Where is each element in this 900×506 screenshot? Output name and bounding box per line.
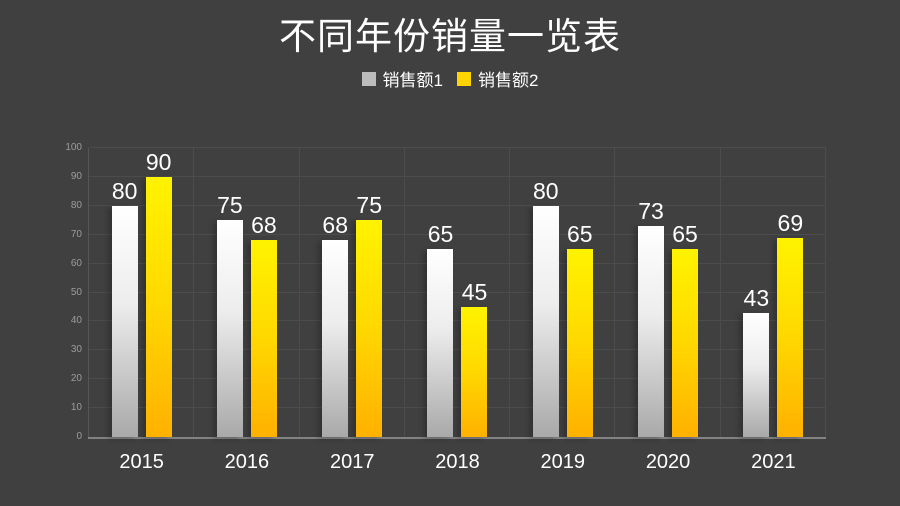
chart-title: 不同年份销量一览表 bbox=[279, 16, 621, 57]
horizontal-gridline bbox=[89, 262, 826, 264]
plot-area: 0 10 20 30 40 50 60 70 80 90 100 80 90 2015 75 68 2016 68… bbox=[65, 143, 826, 473]
legend-label-series1: 销售额1 bbox=[382, 71, 443, 90]
bar-value-label: 45 bbox=[461, 278, 488, 305]
bar-value-label: 43 bbox=[743, 284, 770, 311]
x-axis-label-2019: 2019 bbox=[540, 451, 586, 473]
legend-item-series2: 销售额2 bbox=[457, 66, 538, 91]
horizontal-gridline bbox=[89, 349, 826, 351]
x-axis-label-2018: 2018 bbox=[435, 451, 480, 473]
bar-销售额2-2017: 75 bbox=[356, 194, 383, 437]
horizontal-gridline bbox=[89, 320, 826, 322]
bar-销售额1-2017: 68 bbox=[322, 214, 349, 437]
bar-销售额1-2019: 80 bbox=[532, 179, 559, 437]
bar-value-label: 80 bbox=[532, 177, 559, 204]
horizontal-gridline bbox=[89, 175, 826, 177]
y-axis-tick-label: 40 bbox=[70, 315, 82, 327]
legend-swatch-gray-icon bbox=[361, 71, 376, 86]
bar-group-2016: 75 68 2016 bbox=[194, 148, 299, 473]
bar-value-label: 65 bbox=[427, 221, 454, 248]
y-axis-tick-label: 10 bbox=[70, 402, 82, 414]
bar-value-label: 69 bbox=[777, 209, 804, 236]
bar-value-label: 75 bbox=[217, 192, 243, 219]
chart-legend: 销售额1 销售额2 bbox=[0, 66, 900, 91]
bar-value-label: 65 bbox=[566, 221, 593, 248]
bar-销售额2-2019: 65 bbox=[566, 223, 593, 437]
y-axis-tick-label: 100 bbox=[65, 142, 82, 153]
bar-group-2017: 68 75 2017 bbox=[300, 148, 405, 473]
x-axis-label-2016: 2016 bbox=[224, 451, 270, 473]
bar-group-2015: 80 90 2015 bbox=[89, 148, 194, 473]
vertical-gridline bbox=[193, 148, 195, 437]
y-axis-tick-label: 70 bbox=[70, 228, 82, 240]
y-axis-tick-label: 60 bbox=[70, 257, 82, 269]
bar-销售额1-2021: 43 bbox=[743, 286, 770, 437]
y-axis-tick-label: 0 bbox=[76, 431, 82, 442]
bar-value-label: 65 bbox=[672, 221, 698, 248]
bar-销售额2-2015: 90 bbox=[145, 150, 172, 437]
horizontal-gridline bbox=[89, 291, 826, 293]
x-axis-label-2021: 2021 bbox=[751, 451, 796, 473]
bar-value-label: 68 bbox=[251, 212, 277, 239]
bar-销售额1-2015: 80 bbox=[111, 179, 138, 437]
bar-销售额2-2021: 69 bbox=[777, 211, 804, 437]
bar-销售额2-2020: 65 bbox=[672, 223, 699, 437]
bar-group-2021: 43 69 2021 bbox=[721, 148, 826, 473]
vertical-gridline bbox=[825, 148, 826, 437]
horizontal-gridline bbox=[89, 233, 826, 235]
vertical-gridline bbox=[509, 148, 511, 437]
legend-swatch-yellow-icon bbox=[457, 71, 471, 86]
vertical-gridline bbox=[403, 148, 405, 437]
bar-销售额2-2018: 45 bbox=[461, 280, 488, 437]
vertical-gridline bbox=[614, 148, 616, 437]
y-axis-tick-label: 80 bbox=[70, 199, 82, 211]
legend-label-series2: 销售额2 bbox=[478, 71, 539, 90]
bar-value-label: 75 bbox=[356, 192, 382, 219]
legend-item-series1: 销售额1 bbox=[361, 66, 443, 91]
horizontal-gridline bbox=[89, 204, 826, 206]
x-axis-label-2017: 2017 bbox=[329, 451, 375, 473]
horizontal-gridline bbox=[89, 147, 826, 148]
x-axis-label-2020: 2020 bbox=[645, 451, 691, 473]
horizontal-gridline bbox=[89, 378, 826, 380]
bar-销售额1-2016: 75 bbox=[216, 194, 243, 437]
x-axis-line bbox=[88, 437, 826, 439]
vertical-gridline bbox=[719, 148, 721, 437]
bar-group-2020: 73 65 2020 bbox=[615, 148, 720, 473]
y-axis-tick-label: 50 bbox=[70, 286, 82, 298]
horizontal-gridline bbox=[89, 407, 826, 409]
bar-value-label: 68 bbox=[322, 212, 348, 239]
bar-value-label: 73 bbox=[638, 198, 664, 225]
bar-group-2019: 80 65 2019 bbox=[510, 148, 615, 473]
bar-销售额2-2016: 68 bbox=[250, 214, 277, 437]
y-axis-tick-label: 90 bbox=[70, 170, 82, 182]
bar-销售额1-2018: 65 bbox=[427, 223, 454, 437]
vertical-gridline bbox=[298, 148, 300, 437]
bar-group-2018: 65 45 2018 bbox=[405, 148, 510, 473]
bar-value-label: 90 bbox=[145, 148, 172, 175]
y-axis-tick-label: 20 bbox=[70, 373, 82, 385]
x-axis-label-2015: 2015 bbox=[119, 451, 164, 473]
bar-value-label: 80 bbox=[111, 177, 138, 204]
y-axis-tick-label: 30 bbox=[70, 344, 82, 356]
bar-销售额1-2020: 73 bbox=[638, 200, 665, 437]
